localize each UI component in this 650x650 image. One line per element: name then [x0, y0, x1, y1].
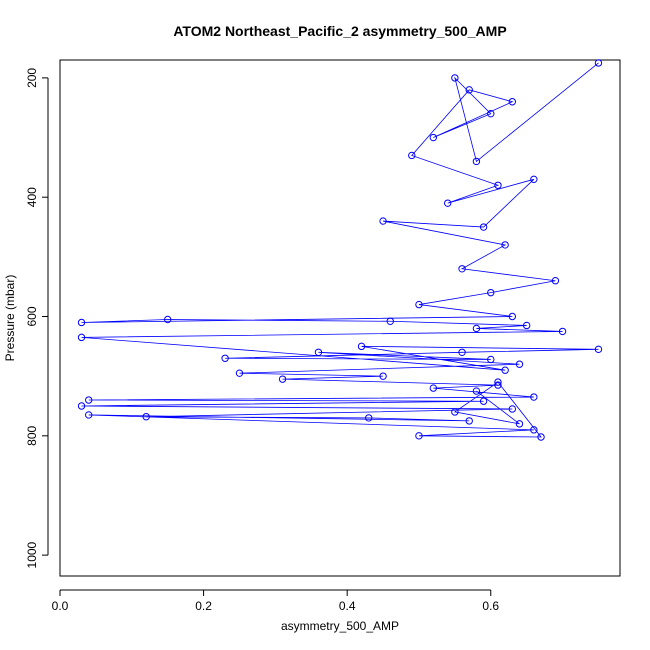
data-point [522, 321, 531, 330]
data-point [77, 333, 86, 342]
data-point [472, 324, 481, 333]
data-point [451, 408, 459, 416]
data-point [314, 348, 323, 357]
data-point [558, 327, 567, 336]
data-point [494, 378, 502, 386]
data-point [530, 393, 538, 401]
data-point [594, 345, 603, 354]
data-point [451, 74, 459, 82]
data-point [85, 411, 93, 419]
data-point [594, 59, 603, 67]
series-layer [77, 59, 603, 441]
data-point [458, 348, 466, 357]
data-point [487, 109, 495, 118]
x-tick-label: 0.2 [195, 599, 212, 613]
data-point [494, 181, 502, 189]
data-point [537, 433, 545, 441]
y-tick-label: 200 [25, 68, 39, 88]
data-point [487, 355, 495, 364]
y-tick-label: 1000 [25, 541, 39, 568]
data-point [77, 402, 86, 410]
data-point [85, 396, 93, 404]
data-point [443, 199, 452, 207]
data-point [508, 312, 517, 321]
data-point [408, 151, 416, 160]
data-point [501, 241, 509, 249]
y-axis: 200 400 600 800 1000 [25, 68, 49, 568]
x-axis-label: asymmetry_500_AMP [281, 619, 399, 633]
y-tick-label: 600 [25, 306, 39, 326]
y-tick-label: 400 [25, 187, 39, 207]
data-point [479, 397, 488, 405]
data-point [379, 217, 387, 225]
data-point [508, 98, 517, 106]
data-point [429, 133, 438, 142]
data-point [379, 372, 387, 380]
data-point [235, 369, 244, 377]
data-point [386, 317, 394, 325]
x-tick-label: 0.0 [52, 599, 69, 613]
chart-title: ATOM2 Northeast_Pacific_2 asymmetry_500_… [173, 23, 506, 39]
data-point [278, 375, 287, 383]
x-axis: 0.0 0.2 0.4 0.6 [52, 589, 499, 613]
series-line [81, 62, 599, 438]
data-point [365, 414, 373, 422]
data-point [429, 384, 438, 392]
data-point [515, 360, 524, 368]
y-axis-label: Pressure (mbar) [3, 275, 17, 362]
data-point [487, 288, 495, 297]
data-point [357, 342, 366, 351]
x-tick-label: 0.6 [482, 599, 499, 613]
data-point [551, 277, 560, 285]
data-point [508, 405, 517, 413]
data-point [163, 315, 172, 324]
data-point [530, 175, 538, 184]
x-tick-label: 0.4 [339, 599, 356, 613]
data-point [465, 86, 473, 94]
data-point [77, 318, 86, 327]
data-point [494, 381, 502, 389]
data-point [221, 354, 229, 362]
data-point [142, 413, 150, 421]
plot-area [59, 59, 621, 577]
data-point [472, 157, 481, 166]
data-point [530, 426, 538, 434]
data-point [501, 366, 509, 374]
data-point [472, 387, 481, 395]
data-point [515, 420, 524, 428]
data-point [415, 300, 423, 309]
data-point [465, 417, 473, 425]
data-point [415, 432, 423, 440]
data-point [458, 265, 466, 273]
y-tick-label: 800 [25, 425, 39, 445]
data-point [479, 223, 488, 231]
